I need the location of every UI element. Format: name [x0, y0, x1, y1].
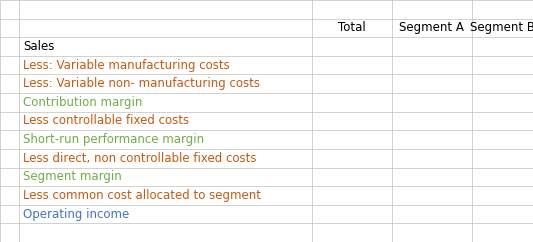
Text: Sales: Sales [23, 40, 54, 53]
Text: Segment B: Segment B [470, 22, 533, 34]
Text: Less controllable fixed costs: Less controllable fixed costs [23, 114, 189, 128]
Text: Total: Total [338, 22, 366, 34]
Text: Contribution margin: Contribution margin [23, 96, 142, 109]
Text: Less direct, non controllable fixed costs: Less direct, non controllable fixed cost… [23, 152, 256, 165]
Text: Short-run performance margin: Short-run performance margin [23, 133, 204, 146]
Text: Less: Variable non- manufacturing costs: Less: Variable non- manufacturing costs [23, 77, 260, 90]
Text: Less common cost allocated to segment: Less common cost allocated to segment [23, 189, 261, 202]
Text: Segment A: Segment A [399, 22, 464, 34]
Text: Operating income: Operating income [23, 208, 129, 220]
Text: Less: Variable manufacturing costs: Less: Variable manufacturing costs [23, 59, 230, 72]
Text: Segment margin: Segment margin [23, 170, 122, 183]
